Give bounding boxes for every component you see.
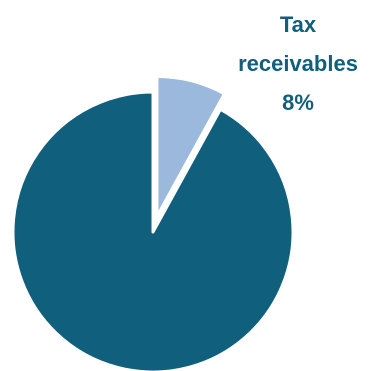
slice-label-line-2: receivables xyxy=(238,51,358,76)
pie-slice-tax-receivables xyxy=(155,75,226,219)
pie-slices xyxy=(11,75,295,371)
slice-label-line-1: Tax xyxy=(280,12,317,37)
pie-slice-main xyxy=(11,90,295,371)
slice-label-percent: 8% xyxy=(282,90,314,115)
